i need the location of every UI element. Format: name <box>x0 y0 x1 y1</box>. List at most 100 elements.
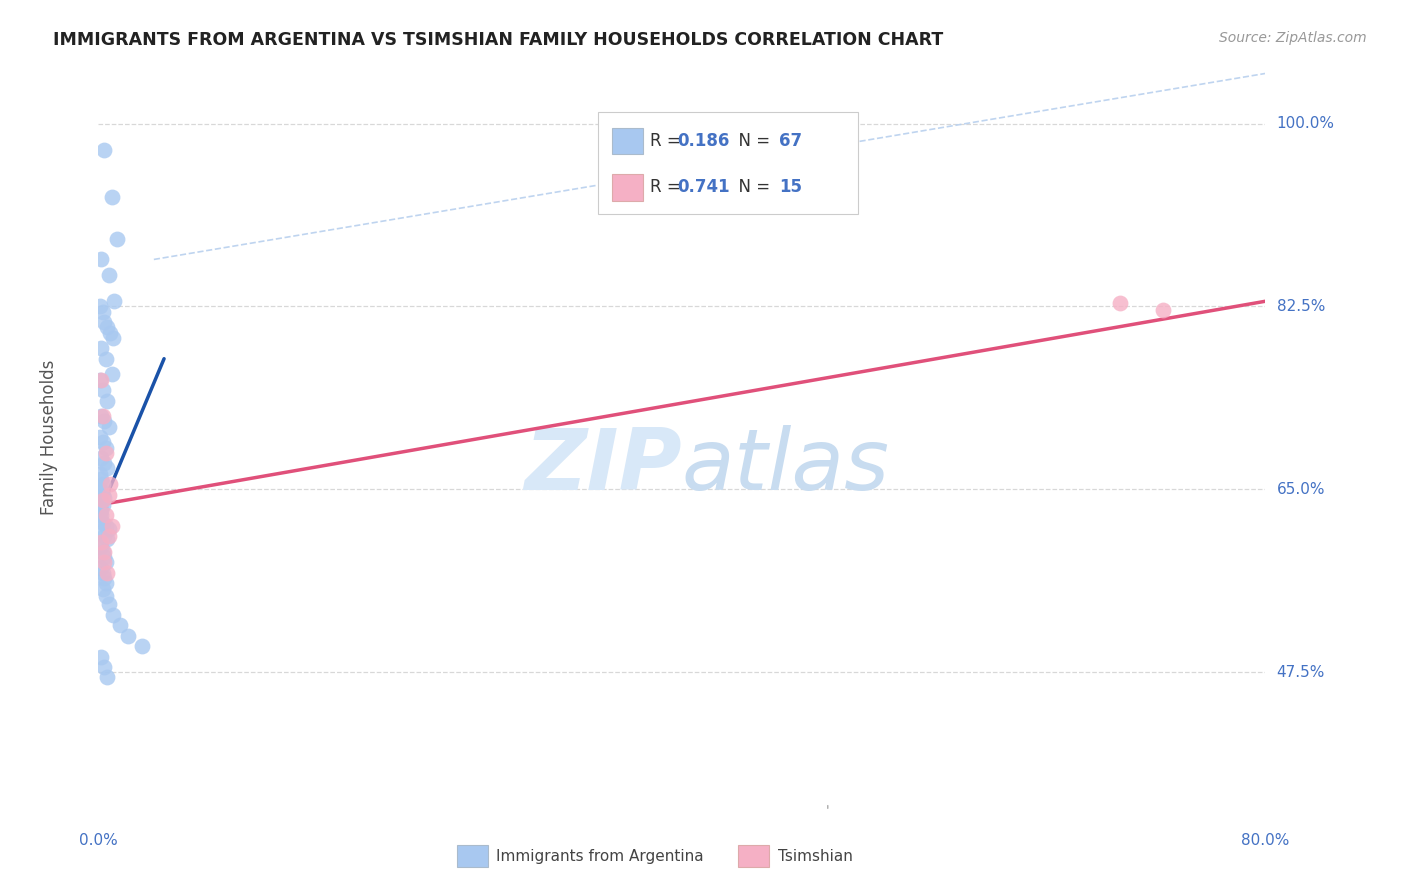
Point <box>103 294 125 309</box>
Point <box>93 556 115 570</box>
Text: 67: 67 <box>779 132 801 150</box>
Point <box>90 495 112 509</box>
Point <box>91 582 114 596</box>
Point <box>91 477 114 491</box>
Point <box>90 484 112 499</box>
Text: 65.0%: 65.0% <box>1277 482 1324 497</box>
Point <box>105 231 128 245</box>
Point <box>93 571 115 585</box>
Point <box>89 300 111 314</box>
Point <box>90 341 112 355</box>
Point <box>1152 302 1174 317</box>
Point <box>96 393 118 408</box>
Point <box>91 435 114 450</box>
Point <box>131 639 153 653</box>
Text: Immigrants from Argentina: Immigrants from Argentina <box>496 849 704 863</box>
Point <box>94 576 117 591</box>
Text: ZIP: ZIP <box>524 425 682 508</box>
Point <box>97 597 120 611</box>
Point <box>1108 296 1130 310</box>
Point <box>93 143 115 157</box>
Text: R =: R = <box>650 132 686 150</box>
Point <box>90 540 112 554</box>
Point <box>97 419 120 434</box>
Point <box>90 534 112 549</box>
Point <box>93 414 115 428</box>
Text: 80.0%: 80.0% <box>1241 833 1289 848</box>
Point <box>97 487 120 501</box>
Point <box>94 519 117 533</box>
Text: 47.5%: 47.5% <box>1277 665 1324 680</box>
Point <box>94 508 117 523</box>
Point <box>96 533 118 547</box>
Text: Source: ZipAtlas.com: Source: ZipAtlas.com <box>1219 31 1367 45</box>
Point <box>94 446 117 460</box>
Text: atlas: atlas <box>682 425 890 508</box>
Point <box>89 505 111 519</box>
Point <box>93 456 115 470</box>
Point <box>89 501 111 516</box>
Point <box>91 516 114 530</box>
Point <box>93 315 115 329</box>
Text: IMMIGRANTS FROM ARGENTINA VS TSIMSHIAN FAMILY HOUSEHOLDS CORRELATION CHART: IMMIGRANTS FROM ARGENTINA VS TSIMSHIAN F… <box>53 31 943 49</box>
Point <box>94 556 117 570</box>
Text: Family Households: Family Households <box>41 359 59 515</box>
Point <box>96 670 118 684</box>
Point <box>89 373 111 387</box>
Point <box>89 467 111 481</box>
Point <box>90 560 112 574</box>
Point <box>91 409 114 424</box>
Text: 15: 15 <box>779 178 801 196</box>
Point <box>89 511 111 525</box>
Point <box>100 368 122 382</box>
Text: 82.5%: 82.5% <box>1277 299 1324 314</box>
Point <box>93 491 115 505</box>
Text: 0.741: 0.741 <box>678 178 730 196</box>
Point <box>90 526 112 541</box>
Point <box>89 483 111 497</box>
Point <box>97 268 120 282</box>
Point <box>96 566 118 580</box>
Point <box>91 383 114 397</box>
Point <box>94 441 117 455</box>
Text: 100.0%: 100.0% <box>1277 116 1334 131</box>
Point <box>90 409 112 424</box>
Point <box>96 320 118 334</box>
Point <box>90 373 112 387</box>
Point <box>91 566 114 580</box>
Text: R =: R = <box>650 178 686 196</box>
Point <box>91 498 114 512</box>
Point <box>98 477 121 491</box>
Point <box>91 545 114 559</box>
Point <box>94 351 117 366</box>
Point <box>101 607 124 622</box>
Point <box>89 536 111 550</box>
Point <box>91 487 114 501</box>
Text: N =: N = <box>728 132 776 150</box>
Point <box>90 503 112 517</box>
Point <box>91 304 114 318</box>
Point <box>93 545 115 559</box>
Point <box>90 252 112 267</box>
Text: 0.186: 0.186 <box>678 132 730 150</box>
Point <box>117 629 139 643</box>
Text: Tsimshian: Tsimshian <box>778 849 852 863</box>
Point <box>110 618 132 632</box>
Point <box>93 550 115 565</box>
Point <box>89 430 111 444</box>
Point <box>90 450 112 465</box>
Point <box>89 492 111 507</box>
Point <box>90 508 112 523</box>
Text: N =: N = <box>728 178 776 196</box>
Point <box>97 529 120 543</box>
Point <box>98 326 121 340</box>
Point <box>90 649 112 664</box>
Point <box>101 331 124 345</box>
Point <box>100 190 122 204</box>
Point <box>100 519 122 533</box>
Point <box>94 589 117 603</box>
Point <box>93 529 115 543</box>
Text: 0.0%: 0.0% <box>79 833 118 848</box>
Point <box>96 461 118 475</box>
Point <box>91 492 114 507</box>
